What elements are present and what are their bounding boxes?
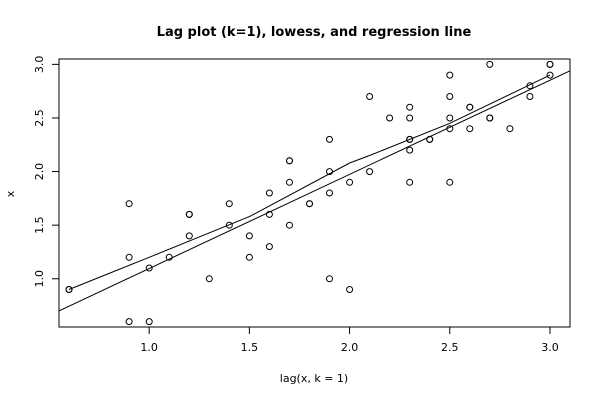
- data-point: [446, 178, 454, 186]
- data-point: [486, 114, 494, 122]
- data-point: [286, 221, 293, 229]
- y-axis-label: x: [4, 190, 17, 197]
- data-point: [406, 114, 414, 122]
- data-point: [346, 178, 354, 186]
- data-point: [386, 114, 394, 122]
- x-tick-label: 1.5: [241, 341, 259, 354]
- data-point: [406, 146, 414, 154]
- data-point: [205, 275, 213, 283]
- data-point: [326, 135, 333, 143]
- data-point: [225, 221, 233, 229]
- data-point: [265, 243, 273, 251]
- data-point: [225, 200, 233, 208]
- data-point: [406, 178, 414, 186]
- data-point: [326, 275, 333, 283]
- y-axis: 1.0 1.5 2.0 2.5 3.0: [33, 56, 59, 288]
- data-point: [406, 135, 414, 143]
- data-point: [245, 253, 253, 261]
- data-point: [145, 318, 153, 326]
- data-point: [466, 103, 474, 111]
- x-tick-label: 1.0: [140, 341, 158, 354]
- y-tick-label: 2.0: [33, 163, 46, 181]
- y-tick-label: 1.0: [33, 270, 46, 288]
- data-point: [125, 253, 133, 261]
- data-point: [185, 210, 193, 218]
- data-points: [65, 60, 554, 326]
- data-point: [286, 157, 293, 165]
- data-point: [326, 189, 333, 197]
- data-point: [185, 232, 193, 240]
- data-point: [506, 125, 514, 133]
- data-point: [326, 168, 333, 176]
- data-point: [546, 60, 554, 68]
- data-point: [286, 178, 293, 186]
- lowess-line: [68, 74, 551, 290]
- data-point: [306, 200, 313, 208]
- data-point: [426, 135, 434, 143]
- fit-lines: [59, 70, 570, 312]
- x-axis-label: lag(x, k = 1): [280, 372, 348, 385]
- x-tick-label: 2.5: [441, 341, 459, 354]
- y-tick-label: 3.0: [33, 56, 46, 74]
- y-tick-label: 1.5: [33, 216, 46, 234]
- data-point: [346, 286, 354, 293]
- data-point: [446, 114, 454, 122]
- x-tick-label: 2.0: [341, 341, 359, 354]
- data-point: [366, 93, 374, 100]
- data-point: [245, 232, 253, 240]
- data-point: [65, 286, 73, 293]
- y-tick-label: 2.5: [33, 109, 46, 127]
- regression-line: [59, 70, 570, 312]
- data-point: [466, 125, 474, 133]
- data-point: [446, 71, 454, 79]
- data-point: [406, 103, 414, 111]
- data-point: [265, 189, 273, 197]
- data-point: [526, 82, 534, 90]
- data-point: [446, 93, 454, 100]
- data-point: [526, 93, 534, 100]
- data-point: [486, 60, 494, 68]
- data-point: [125, 318, 133, 326]
- data-point: [125, 200, 133, 208]
- data-point: [446, 125, 454, 133]
- x-tick-label: 3.0: [541, 341, 559, 354]
- data-point: [165, 253, 173, 261]
- chart-title: Lag plot (k=1), lowess, and regression l…: [157, 25, 472, 40]
- data-point: [145, 264, 153, 272]
- data-point: [265, 210, 273, 218]
- data-point: [546, 71, 554, 79]
- data-point: [366, 168, 374, 176]
- plot-frame: [58, 58, 571, 328]
- x-axis: 1.0 1.5 2.0 2.5 3.0: [140, 327, 559, 354]
